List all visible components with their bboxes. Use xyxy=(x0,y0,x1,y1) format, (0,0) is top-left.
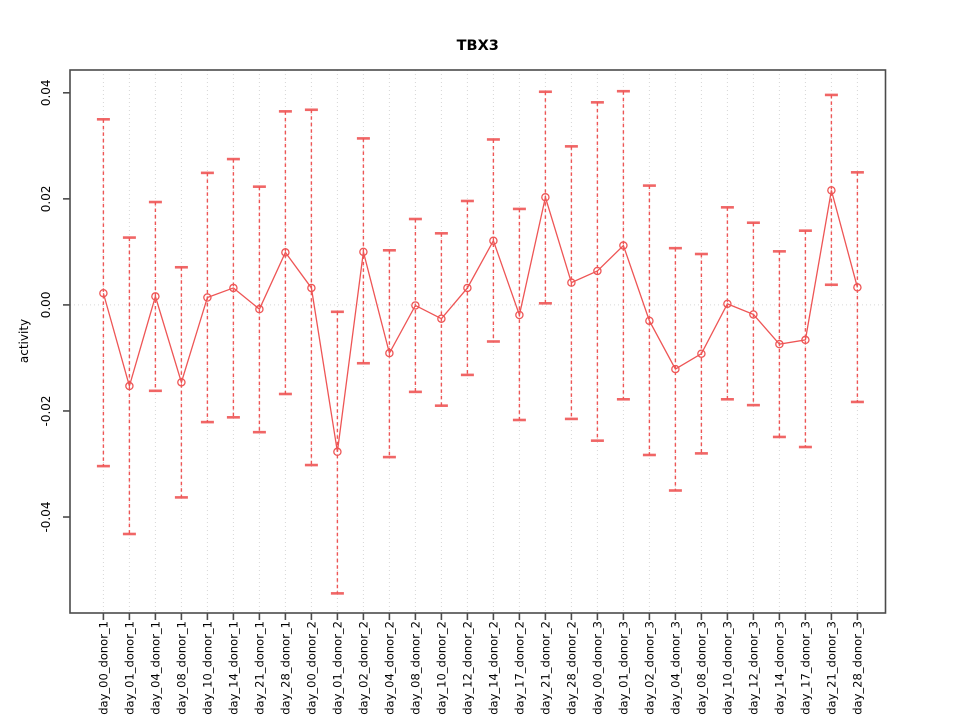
y-tick-label: 0.02 xyxy=(39,185,53,212)
x-tick-label: day_17_donor_3 xyxy=(799,621,813,715)
error-bar xyxy=(564,145,578,421)
data-point xyxy=(801,335,810,345)
data-point xyxy=(827,186,836,195)
data-point xyxy=(99,288,108,298)
x-tick-label: day_01_donor_2 xyxy=(331,621,345,715)
data-point xyxy=(463,283,472,293)
x-tick-label: day_08_donor_2 xyxy=(409,621,423,715)
x-tick-label: day_01_donor_1 xyxy=(123,621,137,715)
error-bar xyxy=(616,89,630,401)
x-tick-label: day_10_donor_1 xyxy=(201,621,215,715)
y-tick-label: -0.04 xyxy=(39,501,53,532)
x-tick-label: day_02_donor_2 xyxy=(357,621,371,715)
x-tick-label: day_28_donor_1 xyxy=(279,621,293,715)
x-tick-label: day_04_donor_3 xyxy=(669,621,683,715)
x-tick-label: day_21_donor_3 xyxy=(825,621,839,715)
data-point xyxy=(567,278,576,287)
error-bar xyxy=(356,137,370,365)
error-bar xyxy=(278,110,292,396)
error-bar xyxy=(174,265,188,499)
x-tick-label: day_17_donor_2 xyxy=(513,621,527,715)
x-tick-label: day_10_donor_2 xyxy=(435,621,449,715)
x-tick-label: day_04_donor_1 xyxy=(149,621,163,715)
x-tick-label: day_28_donor_3 xyxy=(851,621,865,715)
error-bar xyxy=(824,93,838,287)
data-point xyxy=(853,283,862,292)
data-point xyxy=(151,292,160,301)
data-point xyxy=(307,283,316,293)
error-bar xyxy=(720,206,734,401)
data-point xyxy=(489,236,498,245)
x-tick-label: day_12_donor_2 xyxy=(461,621,475,715)
error-bar xyxy=(668,246,682,492)
data-point xyxy=(619,241,628,250)
x-tick-label: day_14_donor_3 xyxy=(773,621,787,715)
data-point xyxy=(255,304,264,314)
data-point xyxy=(645,316,654,326)
data-point xyxy=(177,378,186,387)
y-axis-label: activity xyxy=(17,319,31,363)
x-tick-label: day_21_donor_2 xyxy=(539,621,553,715)
data-point xyxy=(723,299,732,309)
data-point xyxy=(775,339,784,349)
y-tick-label: 0.00 xyxy=(39,292,53,319)
data-point xyxy=(125,381,134,391)
error-bar xyxy=(252,185,266,434)
data-point xyxy=(697,349,706,358)
x-tick-label: day_28_donor_2 xyxy=(565,621,579,715)
data-point xyxy=(541,193,550,202)
data-point xyxy=(281,248,290,257)
data-point xyxy=(359,247,368,257)
x-tick-label: day_14_donor_2 xyxy=(487,621,501,715)
y-tick-label: -0.02 xyxy=(39,395,53,426)
data-point xyxy=(385,348,394,358)
x-tick-label: day_00_donor_3 xyxy=(591,621,605,715)
error-bar xyxy=(798,229,812,449)
error-bar xyxy=(486,138,500,343)
x-tick-label: day_08_donor_3 xyxy=(695,621,709,715)
x-tick-label: day_12_donor_3 xyxy=(747,621,761,715)
data-point xyxy=(333,447,342,457)
x-tick-label: day_04_donor_2 xyxy=(383,621,397,715)
data-point xyxy=(203,293,212,302)
data-point xyxy=(515,310,524,320)
x-tick-label: day_14_donor_1 xyxy=(227,621,241,715)
error-bar xyxy=(382,248,396,459)
error-bar xyxy=(96,118,110,468)
error-bar xyxy=(434,232,448,407)
x-tick-label: day_10_donor_3 xyxy=(721,621,735,715)
data-point xyxy=(593,266,602,276)
x-tick-label: day_00_donor_2 xyxy=(305,621,319,715)
error-bar xyxy=(642,184,656,457)
error-bar xyxy=(850,171,864,404)
x-tick-label: day_00_donor_1 xyxy=(97,621,111,715)
data-point xyxy=(411,301,420,310)
error-bar xyxy=(122,236,136,536)
data-point xyxy=(749,310,758,319)
error-bar xyxy=(330,310,344,595)
x-tick-label: day_02_donor_3 xyxy=(643,621,657,715)
x-tick-label: day_08_donor_1 xyxy=(175,621,189,715)
y-tick-label: 0.04 xyxy=(39,79,53,106)
plot-box xyxy=(69,69,887,614)
error-bar xyxy=(226,157,240,419)
data-point xyxy=(437,314,446,323)
data-point xyxy=(229,283,238,293)
series-line xyxy=(102,190,859,452)
data-point xyxy=(671,364,680,374)
x-tick-label: day_01_donor_3 xyxy=(617,621,631,715)
chart-title: TBX3 xyxy=(457,38,499,54)
x-tick-label: day_21_donor_1 xyxy=(253,621,267,715)
